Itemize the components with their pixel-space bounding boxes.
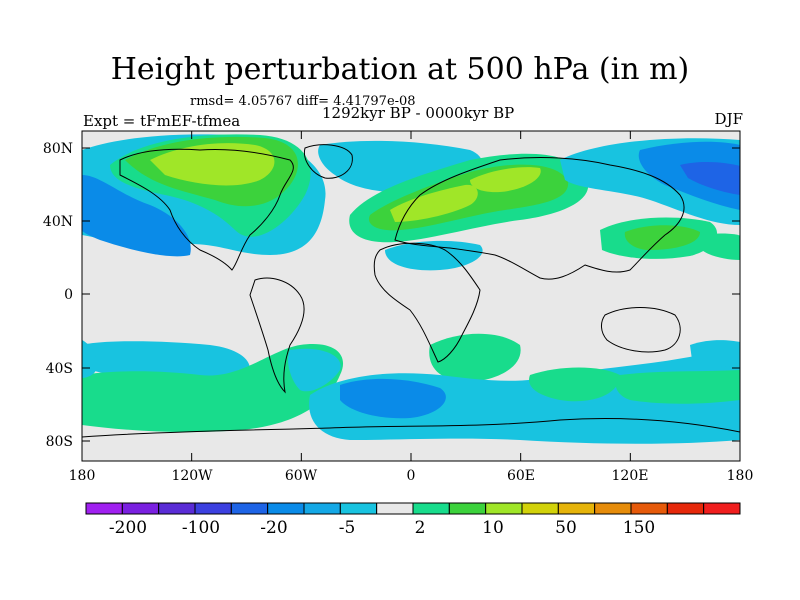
coastline-antarctica [82, 418, 740, 438]
contour-band [82, 344, 344, 433]
colorbar-swatch [630, 502, 668, 515]
contour-band [615, 370, 740, 404]
contour-band [385, 240, 483, 271]
lon-tick-label: 180 [726, 468, 754, 484]
colorbar-label: 150 [622, 518, 656, 538]
period-label: 1292kyr BP - 0000kyr BP [322, 104, 515, 122]
colorbar-swatch [521, 502, 559, 515]
colorbar-label: 50 [555, 518, 577, 538]
season-label: DJF [714, 110, 743, 128]
lat-tick-label: 40S [45, 361, 73, 377]
colorbar-label: -20 [260, 518, 288, 538]
lon-tick-label: 120E [611, 468, 649, 484]
colorbar-label: -100 [181, 518, 221, 538]
colorbar-swatch [158, 502, 196, 515]
contour-band [309, 350, 740, 444]
colorbar-swatch [121, 502, 160, 515]
coastline-north-america [119, 148, 294, 271]
colorbar-swatch [303, 502, 341, 515]
lat-tick-label: 0 [64, 287, 73, 303]
longitude-ticks [81, 131, 741, 461]
lon-tick-label: 0 [406, 468, 416, 484]
colorbar-swatch [594, 502, 632, 515]
colorbar-swatch [339, 502, 378, 515]
contour-band [429, 333, 521, 383]
stats-label: rmsd= 4.05767 diff= 4.41797e-08 [190, 94, 416, 109]
contour-band [470, 167, 541, 193]
contour-band [700, 233, 740, 260]
coastline-africa [373, 242, 481, 363]
contour-band [82, 175, 191, 257]
lat-tick-label: 80N [42, 141, 73, 157]
coastline-eurasia [394, 157, 685, 280]
colorbar-swatch [703, 502, 741, 515]
coastline-greenland [303, 144, 353, 179]
latitude-ticks [82, 147, 740, 442]
colorbar-label: 10 [482, 518, 504, 538]
contour-band [680, 162, 740, 195]
colorbar-swatch [485, 502, 523, 515]
colorbar [85, 502, 741, 515]
contour-band [340, 378, 446, 419]
colorbar-swatch [376, 502, 414, 515]
colorbar-swatch [230, 502, 269, 515]
experiment-label: Expt = tFmEF-tfmea [83, 112, 241, 130]
colorbar-label: -200 [108, 518, 148, 538]
colorbar-label: 2 [414, 518, 426, 538]
colorbar-swatch [194, 502, 232, 515]
contour-band [150, 143, 275, 186]
coastline-australia [601, 307, 681, 353]
colorbar-swatch [412, 502, 450, 515]
contour-band [390, 184, 478, 222]
colorbar-swatch [448, 502, 487, 515]
chart-title: Height perturbation at 500 hPa (in m) [110, 52, 690, 87]
lon-tick-label: 60W [284, 468, 318, 484]
contour-band [690, 340, 740, 367]
lat-tick-label: 40N [42, 214, 73, 230]
coastline-south-america [249, 277, 305, 394]
lat-tick-label: 80S [45, 434, 73, 450]
colorbar-swatch [557, 502, 596, 515]
colorbar-swatch [85, 502, 123, 515]
colorbar-swatch [267, 502, 305, 515]
coastlines [82, 144, 740, 438]
lon-tick-label: 60E [506, 468, 536, 484]
lon-tick-label: 180 [68, 468, 96, 484]
lon-tick-label: 120W [171, 468, 213, 484]
colorbar-swatch [666, 502, 705, 515]
contour-band [529, 367, 620, 402]
contour-field [82, 131, 740, 461]
contour-band [288, 348, 341, 392]
colorbar-label: -5 [338, 518, 356, 538]
